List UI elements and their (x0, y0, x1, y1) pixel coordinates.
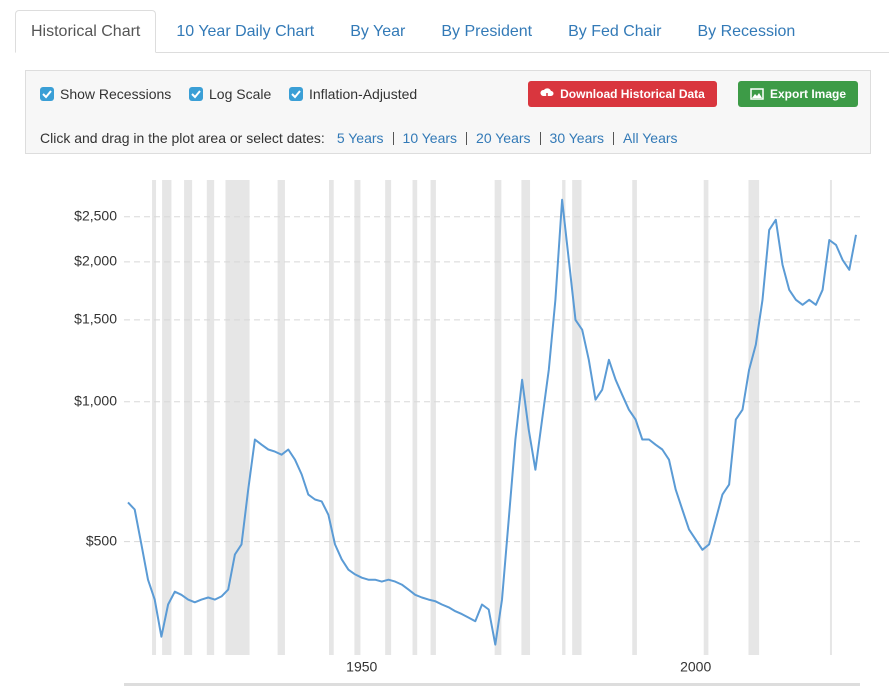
date-range-link[interactable]: 10 Years (402, 130, 458, 146)
separator (466, 131, 468, 145)
recession-band (206, 180, 215, 655)
recession-band (385, 180, 392, 655)
date-range-link[interactable]: 20 Years (476, 130, 531, 146)
option-label: Show Recessions (60, 86, 172, 102)
recession-band (225, 180, 250, 655)
option-label: Log Scale (209, 86, 272, 102)
recession-band (354, 180, 361, 655)
tab[interactable]: By President (441, 23, 533, 40)
date-selector: Click and drag in the plot area or selec… (40, 130, 687, 146)
download-button[interactable]: Download Historical Data (528, 81, 717, 107)
tab[interactable]: Historical Chart (15, 10, 157, 53)
option-label: Inflation-Adjusted (309, 86, 418, 102)
recession-band (494, 180, 502, 655)
download-icon (540, 88, 554, 100)
recession-band (521, 180, 531, 655)
x-tick-label: 1950 (346, 659, 377, 675)
date-range-link[interactable]: 5 Years (336, 130, 384, 146)
price-line (127, 198, 857, 646)
recession-band (703, 180, 709, 655)
separator (613, 131, 615, 145)
y-tick-label: $1,000 (74, 392, 117, 408)
check-mark (191, 90, 201, 99)
image-icon (750, 88, 764, 100)
tab[interactable]: By Recession (697, 23, 796, 40)
checkbox[interactable] (289, 87, 303, 101)
controls-panel: Download Historical Data Export Image Cl… (25, 70, 871, 154)
y-tick-label: $1,500 (74, 311, 117, 327)
checkbox[interactable] (189, 87, 203, 101)
check-mark (291, 90, 301, 99)
recession-band (277, 180, 285, 655)
separator (392, 131, 394, 145)
date-range-link[interactable]: 30 Years (549, 130, 605, 146)
navigator-strip (124, 683, 860, 686)
recession-band (184, 180, 193, 655)
x-tick-label: 2000 (680, 659, 711, 675)
date-range-link[interactable]: All Years (623, 130, 678, 146)
y-tick-label: $2,500 (74, 207, 117, 223)
checkbox[interactable] (40, 87, 54, 101)
option[interactable]: Log Scale (189, 86, 271, 102)
recession-band (829, 180, 832, 655)
separator (539, 131, 541, 145)
recession-band (152, 180, 157, 655)
y-tick-label: $2,000 (74, 253, 117, 269)
option[interactable]: Show Recessions (40, 86, 171, 102)
recession-band (329, 180, 334, 655)
recession-band (430, 180, 436, 655)
download-label: Download Historical Data (560, 87, 705, 101)
chart: $500 $1,000 $1,500 $2,000 $2,500 1950 2000 (74, 180, 860, 686)
y-tick-label: $500 (86, 532, 117, 548)
tab[interactable]: 10 Year Daily Chart (176, 23, 315, 40)
date-prompt: Click and drag in the plot area or selec… (40, 130, 325, 146)
export-button[interactable]: Export Image (738, 81, 858, 107)
recession-band (748, 180, 760, 655)
tab[interactable]: By Fed Chair (568, 23, 662, 40)
recession-band (572, 180, 582, 655)
option[interactable]: Inflation-Adjusted (289, 86, 417, 102)
check-mark (42, 90, 52, 99)
tab-bar: Historical Chart 10 Year Daily Chart By Ye… (15, 10, 889, 53)
recession-band (562, 180, 566, 655)
tab[interactable]: By Year (350, 23, 406, 40)
recession-band (162, 180, 172, 655)
recession-band (412, 180, 418, 655)
export-label: Export Image (769, 87, 847, 101)
